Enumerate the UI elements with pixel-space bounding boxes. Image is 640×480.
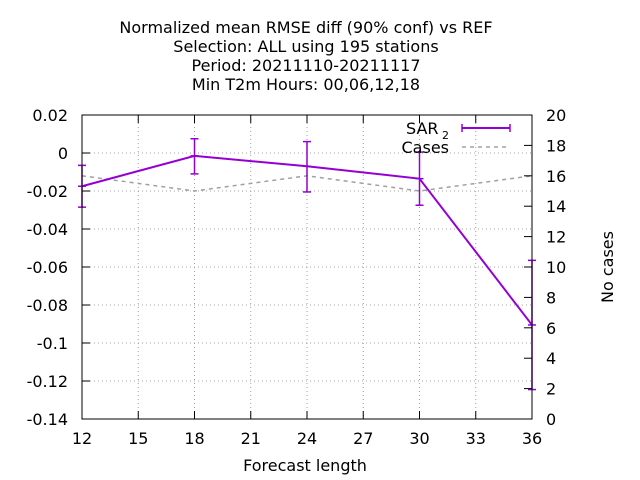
- y-tick-label: -0.02: [27, 182, 68, 201]
- y-tick-label: 0.02: [32, 106, 68, 125]
- y2-tick-label: 18: [546, 136, 566, 155]
- x-tick-label: 36: [522, 429, 542, 448]
- y2-tick-label: 20: [546, 106, 566, 125]
- x-tick-label: 15: [128, 429, 148, 448]
- title-line-3: Period: 20211110-20211117: [191, 56, 420, 75]
- y-tick-label: -0.04: [27, 220, 68, 239]
- y-tick-label: -0.06: [27, 258, 68, 277]
- y2-tick-label: 0: [546, 410, 556, 429]
- x-tick-label: 12: [72, 429, 92, 448]
- y-tick-label: 0: [58, 144, 68, 163]
- y2-tick-label: 4: [546, 349, 556, 368]
- y-tick-label: -0.12: [27, 372, 68, 391]
- y2-tick-label: 14: [546, 197, 566, 216]
- title-line-1: Normalized mean RMSE diff (90% conf) vs …: [119, 18, 492, 37]
- y-tick-label: -0.1: [37, 334, 68, 353]
- x-tick-label: 27: [353, 429, 373, 448]
- legend-label-cases: Cases: [402, 138, 450, 157]
- y-tick-label: -0.14: [27, 410, 68, 429]
- y2-tick-label: 8: [546, 288, 556, 307]
- y-tick-label: -0.08: [27, 296, 68, 315]
- x-tick-label: 30: [409, 429, 429, 448]
- x-tick-label: 21: [241, 429, 261, 448]
- y2-axis-label: No cases: [598, 231, 617, 303]
- x-tick-label: 33: [466, 429, 486, 448]
- axis-ticks: 12 15 18 21 24 27 30 33 360.020-0.02-0.04-0.06-0…: [27, 106, 567, 448]
- y2-tick-label: 12: [546, 228, 566, 247]
- title-line-2: Selection: ALL using 195 stations: [173, 37, 438, 56]
- title-line-4: Min T2m Hours: 00,06,12,18: [192, 75, 420, 94]
- legend-label-sar-subscript: 2: [442, 129, 449, 142]
- y2-tick-label: 10: [546, 258, 566, 277]
- y2-tick-label: 16: [546, 167, 566, 186]
- x-tick-label: 18: [184, 429, 204, 448]
- y2-tick-label: 2: [546, 380, 556, 399]
- legend-label-sar: SAR: [406, 119, 439, 138]
- x-axis-label: Forecast length: [243, 456, 367, 475]
- x-tick-label: 24: [297, 429, 317, 448]
- y2-tick-label: 6: [546, 319, 556, 338]
- chart-title: Normalized mean RMSE diff (90% conf) vs …: [119, 18, 492, 94]
